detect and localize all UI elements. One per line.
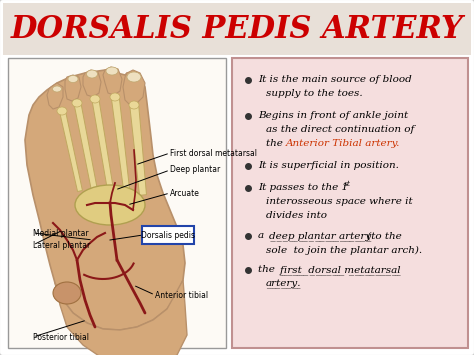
Polygon shape [73, 100, 98, 193]
Ellipse shape [72, 99, 82, 107]
Text: a: a [258, 231, 267, 240]
Text: the: the [258, 266, 278, 274]
Polygon shape [25, 70, 185, 330]
Ellipse shape [127, 72, 141, 82]
Ellipse shape [90, 95, 100, 103]
Polygon shape [111, 94, 130, 193]
Text: Begins in front of ankle joint: Begins in front of ankle joint [258, 111, 408, 120]
Text: Posterior tibial: Posterior tibial [33, 333, 89, 342]
Text: Anterior tibial: Anterior tibial [155, 290, 208, 300]
Polygon shape [91, 97, 114, 193]
Polygon shape [83, 70, 101, 97]
Polygon shape [129, 103, 146, 195]
Text: It is the main source of blood: It is the main source of blood [258, 76, 412, 84]
Ellipse shape [110, 93, 120, 101]
Polygon shape [103, 67, 122, 95]
Text: First dorsal metatarsal: First dorsal metatarsal [170, 148, 257, 158]
Text: It is superficial in position.: It is superficial in position. [258, 162, 399, 170]
Polygon shape [55, 280, 187, 355]
Text: Deep plantar: Deep plantar [170, 165, 220, 175]
Ellipse shape [68, 76, 78, 82]
Ellipse shape [86, 70, 98, 78]
Text: Lateral plantar: Lateral plantar [33, 240, 90, 250]
Text: f̲i̲r̲s̲t̲ ̲ ̲d̲o̲r̲s̲a̲l̲ ̲m̲e̲t̲a̲t̲a̲r̲s̲a̲l̲: f̲i̲r̲s̲t̲ ̲ ̲d̲o̲r̲s̲a̲l̲ ̲m̲e̲t̲a̲t̲a̲… [280, 265, 401, 275]
Text: as the direct continuation of: as the direct continuation of [266, 126, 414, 135]
Text: d̲e̲e̲p̲ ̲p̲l̲a̲n̲t̲a̲r̲ ̲a̲r̲t̲e̲r̲y̲: d̲e̲e̲p̲ ̲p̲l̲a̲n̲t̲a̲r̲ ̲a̲r̲t̲e̲r̲y̲ [269, 231, 371, 241]
Text: a̲r̲t̲e̲r̲y̲.̲: a̲r̲t̲e̲r̲y̲.̲ [266, 279, 301, 289]
Polygon shape [123, 70, 145, 105]
Text: Anterior Tibial artery.: Anterior Tibial artery. [286, 140, 401, 148]
Text: st: st [344, 180, 351, 188]
Text: supply to the toes.: supply to the toes. [266, 89, 363, 98]
Ellipse shape [53, 86, 62, 92]
Bar [232, 58, 468, 348]
Polygon shape [59, 108, 82, 192]
Text: the: the [266, 140, 286, 148]
Polygon shape [47, 83, 63, 109]
FancyBboxPatch shape [142, 226, 194, 244]
Text: divides into: divides into [266, 212, 327, 220]
Text: Medial plantar: Medial plantar [33, 229, 89, 237]
Ellipse shape [75, 185, 145, 225]
Text: Arcuate: Arcuate [170, 189, 200, 197]
Text: Dorsalis pedis: Dorsalis pedis [141, 230, 195, 240]
Ellipse shape [57, 107, 67, 115]
Ellipse shape [53, 282, 81, 304]
Ellipse shape [129, 101, 139, 109]
Text: interosseous space where it: interosseous space where it [266, 197, 413, 207]
Bar [3, 3, 471, 55]
Text: (to the: (to the [364, 231, 402, 240]
Ellipse shape [106, 67, 118, 75]
Bar [8, 58, 226, 348]
Text: sole  to join the plantar arch).: sole to join the plantar arch). [266, 245, 422, 255]
Polygon shape [65, 75, 81, 101]
Text: It passes to the 1: It passes to the 1 [258, 184, 348, 192]
Text: DORSALIS PEDIS ARTERY: DORSALIS PEDIS ARTERY [10, 15, 464, 45]
